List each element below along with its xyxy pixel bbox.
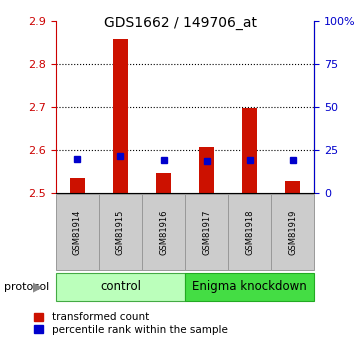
Text: GSM81914: GSM81914 bbox=[73, 209, 82, 255]
Text: GSM81919: GSM81919 bbox=[288, 209, 297, 255]
FancyBboxPatch shape bbox=[185, 273, 314, 300]
Text: GSM81915: GSM81915 bbox=[116, 209, 125, 255]
Bar bbox=[70, 178, 85, 193]
FancyBboxPatch shape bbox=[99, 194, 142, 270]
Text: protocol: protocol bbox=[4, 282, 49, 292]
Text: GSM81916: GSM81916 bbox=[159, 209, 168, 255]
Bar bbox=[199, 147, 214, 193]
Text: Enigma knockdown: Enigma knockdown bbox=[192, 280, 307, 293]
Bar bbox=[113, 39, 128, 193]
FancyBboxPatch shape bbox=[142, 194, 185, 270]
FancyBboxPatch shape bbox=[228, 194, 271, 270]
Text: ▶: ▶ bbox=[33, 280, 43, 293]
Text: GDS1662 / 149706_at: GDS1662 / 149706_at bbox=[104, 16, 257, 30]
FancyBboxPatch shape bbox=[56, 273, 185, 300]
Text: GSM81917: GSM81917 bbox=[202, 209, 211, 255]
Bar bbox=[156, 173, 171, 193]
FancyBboxPatch shape bbox=[271, 194, 314, 270]
Text: control: control bbox=[100, 280, 141, 293]
Bar bbox=[242, 108, 257, 193]
Bar bbox=[285, 181, 300, 193]
FancyBboxPatch shape bbox=[185, 194, 228, 270]
Legend: transformed count, percentile rank within the sample: transformed count, percentile rank withi… bbox=[34, 312, 228, 335]
FancyBboxPatch shape bbox=[56, 194, 99, 270]
Text: GSM81918: GSM81918 bbox=[245, 209, 254, 255]
